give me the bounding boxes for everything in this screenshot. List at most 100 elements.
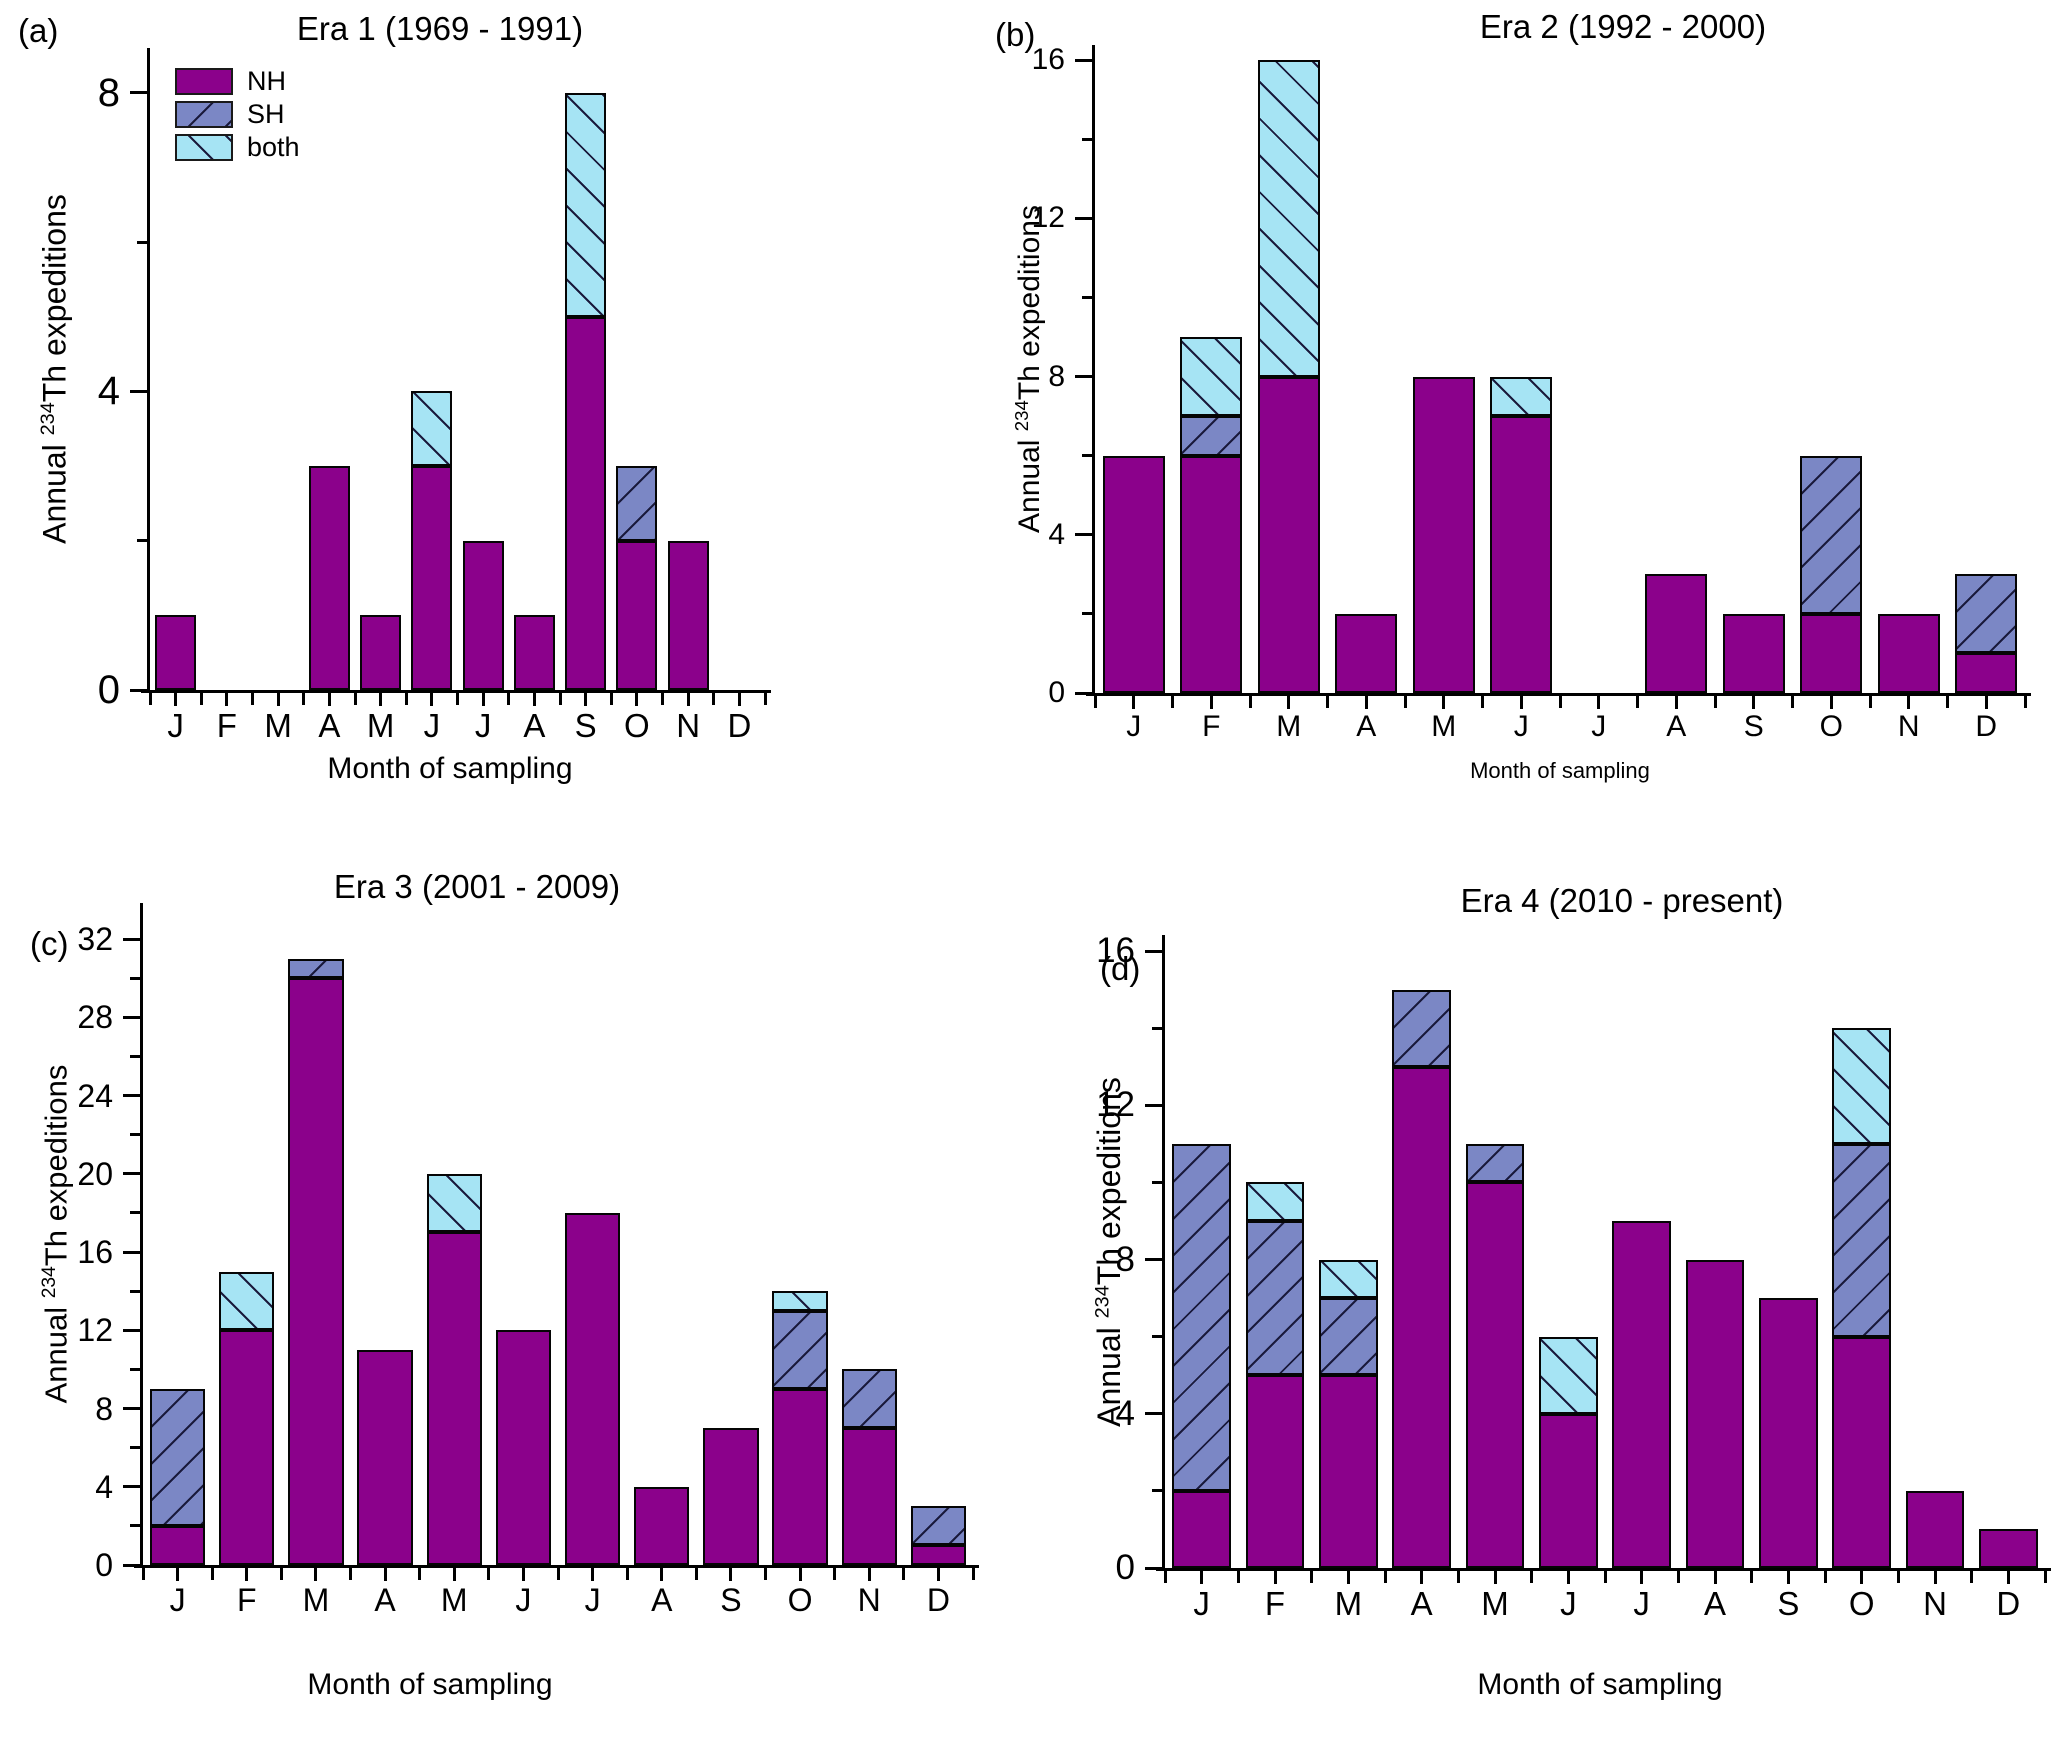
x-tick-minor xyxy=(1481,696,1484,708)
panel-letter-b: (b) xyxy=(995,16,1036,53)
bar-segment-nh xyxy=(1335,613,1398,693)
legend-label-nh: NH xyxy=(247,66,286,96)
x-tick-label: J xyxy=(1591,710,1607,743)
x-tick-major xyxy=(1713,1571,1717,1584)
y-axis-line xyxy=(1162,935,1165,1571)
bar-segment-nh xyxy=(1172,1490,1231,1568)
bar-segment-sh xyxy=(616,466,658,541)
bar-segment-nh xyxy=(1832,1336,1891,1568)
x-tick-label: J xyxy=(167,707,184,744)
x-tick-major xyxy=(584,693,588,706)
bar-segment-sh xyxy=(1180,416,1243,456)
x-tick-minor xyxy=(1896,1571,1900,1583)
x-tick-major xyxy=(1200,1571,1204,1584)
x-tick-minor xyxy=(141,1568,145,1580)
bar-segment-sh xyxy=(1172,1143,1231,1491)
legend-swatch-both xyxy=(175,134,233,161)
x-tick-label: J xyxy=(515,1582,532,1618)
y-tick-major xyxy=(123,1094,140,1098)
bar-segment-nh xyxy=(1539,1413,1598,1568)
x-tick-major xyxy=(327,693,331,706)
legend-label-sh: SH xyxy=(247,99,285,129)
y-tick-minor xyxy=(1152,1180,1162,1184)
x-tick-label: M xyxy=(440,1582,468,1618)
y-tick-minor xyxy=(137,240,147,244)
y-tick-label: 32 xyxy=(77,921,113,958)
bar-segment-nh xyxy=(616,540,658,690)
x-tick-minor xyxy=(1636,696,1639,708)
x-tick-label: M xyxy=(1334,1585,1363,1622)
x-tick-major xyxy=(1933,1571,1937,1584)
x-tick-major xyxy=(1860,1571,1864,1584)
y-tick-label: 0 xyxy=(95,1547,113,1583)
y-tick-minor xyxy=(130,1211,140,1215)
x-tick-minor xyxy=(609,693,613,705)
x-tick-major xyxy=(1519,696,1523,709)
bar-segment-nh xyxy=(1180,455,1243,693)
y-tick-major xyxy=(123,1172,140,1176)
bar-segment-nh xyxy=(219,1330,275,1565)
x-tick-minor xyxy=(1456,1571,1460,1583)
x-tick-major xyxy=(1674,696,1678,709)
x-tick-major xyxy=(1364,696,1368,709)
y-tick-label: 0 xyxy=(97,668,120,712)
y-axis-line xyxy=(1092,45,1095,696)
chart-title-era4: Era 4 (2010 - present) xyxy=(1460,882,1784,919)
bar-segment-nh xyxy=(565,316,607,690)
y-tick-minor xyxy=(1082,454,1092,458)
x-tick-major xyxy=(1640,1571,1644,1584)
x-tick-major xyxy=(1984,696,1988,709)
chart-title-era2: Era 2 (1992 - 2000) xyxy=(1479,8,1767,45)
bar-segment-nh xyxy=(1490,416,1553,693)
bar-segment-sh xyxy=(1245,1220,1305,1376)
x-tick-major xyxy=(686,693,690,706)
x-tick-label: M xyxy=(302,1582,330,1618)
y-tick-label: 0 xyxy=(1048,676,1065,709)
bar-segment-nh xyxy=(357,1349,413,1565)
bar-segment-both xyxy=(772,1291,828,1311)
x-tick-minor xyxy=(148,693,152,705)
x-tick-major xyxy=(591,1568,595,1581)
x-tick-label: N xyxy=(1923,1585,1947,1622)
x-tick-label: A xyxy=(374,1582,396,1618)
x-tick-label: M xyxy=(1481,1585,1509,1622)
x-axis-line xyxy=(1156,1568,2051,1571)
x-tick-minor xyxy=(456,693,459,705)
x-tick-label: J xyxy=(1126,710,1142,743)
bar-segment-nh xyxy=(634,1486,690,1565)
bar-segment-both xyxy=(426,1173,482,1233)
x-tick-label: O xyxy=(624,707,650,744)
y-tick-label: 24 xyxy=(77,1077,113,1114)
y-tick-label: 0 xyxy=(1115,1548,1135,1587)
bar-segment-nh xyxy=(1412,376,1475,693)
bar-segment-nh xyxy=(495,1330,552,1565)
bar-segment-both xyxy=(1539,1336,1598,1414)
y-tick-minor xyxy=(1082,137,1092,141)
bar-segment-nh xyxy=(1645,574,1708,693)
x-axis-line xyxy=(1086,693,2031,696)
bar-segment-nh xyxy=(1102,455,1165,693)
x-tick-label: M xyxy=(1276,710,1302,743)
bar-segment-sh xyxy=(841,1369,897,1429)
y-tick-major xyxy=(1075,375,1092,379)
y-tick-major xyxy=(1075,533,1092,537)
y-tick-label: 12 xyxy=(1096,1085,1135,1125)
bar-segment-nh xyxy=(288,978,344,1565)
x-tick-minor xyxy=(1163,1571,1167,1583)
x-tick-label: F xyxy=(216,707,237,744)
bar-segment-sh xyxy=(1832,1143,1891,1337)
bar-segment-nh xyxy=(910,1545,967,1565)
x-tick-minor xyxy=(1530,1571,1534,1583)
x-tick-major xyxy=(276,693,280,706)
x-tick-major xyxy=(383,1568,387,1581)
x-tick-minor xyxy=(2023,696,2027,708)
x-axis-line xyxy=(134,1565,979,1568)
panel-letter-c: (c) xyxy=(30,925,69,962)
bar-segment-sh xyxy=(910,1506,967,1546)
y-tick-major xyxy=(1075,691,1092,695)
x-tick-major xyxy=(379,693,383,706)
y-tick-major xyxy=(123,1407,140,1411)
y-tick-major xyxy=(123,1015,140,1019)
x-tick-label: D xyxy=(1975,710,1998,743)
x-tick-major xyxy=(176,1568,180,1581)
